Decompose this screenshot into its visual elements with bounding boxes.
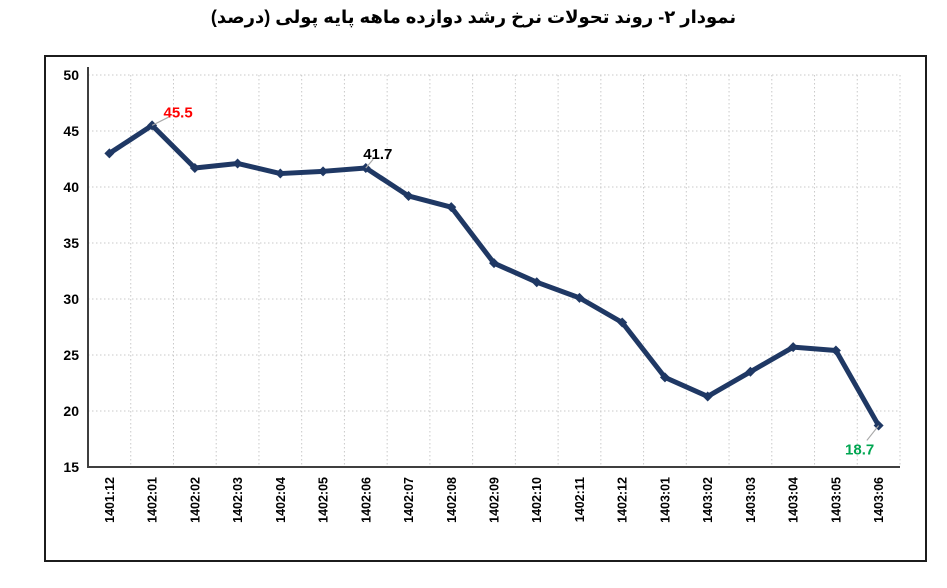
series-line — [106, 122, 882, 429]
line-chart: 45.5 41.7 18.7 15 20 25 30 35 40 45 50 1401:12 1402:… — [63, 67, 901, 523]
x-tick-label: 1402:04 — [274, 477, 288, 523]
y-tick-label: 15 — [63, 459, 79, 475]
annotation-leader-line — [365, 158, 374, 169]
y-tick-label: 30 — [63, 291, 79, 307]
annotation-label: 41.7 — [363, 146, 392, 163]
x-tick-label: 1402:09 — [488, 477, 502, 523]
data-point-marker — [232, 158, 243, 169]
x-tick-label: 1403:02 — [701, 477, 715, 523]
x-tick-label: 1403:01 — [658, 477, 672, 523]
annotation-label: 45.5 — [164, 104, 193, 121]
x-tick-label: 1402:01 — [146, 477, 160, 523]
chart-title: نمودار ۲- روند تحولات نرخ رشد دوازده ماه… — [210, 7, 737, 27]
x-tick-label: 1403:06 — [872, 477, 886, 523]
data-point-marker — [446, 202, 457, 213]
x-tick-label: 1402:06 — [359, 477, 373, 523]
x-tick-label: 1402:12 — [616, 477, 630, 523]
data-point-marker — [318, 166, 329, 177]
data-point-marker — [788, 342, 799, 353]
y-tick-label: 50 — [63, 67, 79, 83]
y-tick-label: 35 — [63, 235, 79, 251]
data-point-marker — [489, 258, 499, 269]
x-tick-label: 1402:10 — [530, 477, 544, 523]
y-tick-label: 40 — [63, 179, 79, 195]
chart-frame: 45.5 41.7 18.7 15 20 25 30 35 40 45 50 1401:12 1402:… — [44, 55, 927, 562]
data-point-marker — [531, 277, 542, 288]
x-tick-label: 1403:05 — [829, 477, 843, 523]
x-tick-label: 1402:02 — [188, 477, 202, 523]
x-tick-label: 1402:07 — [402, 477, 416, 523]
x-tick-label: 1403:03 — [744, 477, 758, 523]
data-point-marker — [617, 317, 628, 328]
x-tick-label: 1403:04 — [787, 477, 801, 523]
data-point-marker — [659, 372, 670, 383]
x-tick-label: 1402:08 — [445, 477, 459, 523]
data-point-marker — [189, 162, 200, 173]
data-point-marker — [745, 366, 756, 377]
data-point-marker — [574, 292, 585, 303]
data-point-marker — [702, 391, 713, 402]
data-point-marker — [147, 120, 158, 131]
x-tick-label: 1402:03 — [231, 477, 245, 523]
x-tick-label: 1402:05 — [317, 477, 331, 523]
y-tick-label: 25 — [63, 347, 79, 363]
data-point-marker — [403, 190, 414, 201]
annotation-leader-line — [866, 425, 880, 441]
annotation-leader-line — [151, 116, 169, 126]
annotation-label: 18.7 — [845, 442, 874, 459]
x-tick-label: 1401:12 — [103, 477, 117, 523]
data-point-marker — [275, 168, 286, 179]
data-point-marker — [830, 345, 841, 356]
data-point-marker — [104, 148, 115, 159]
y-tick-label: 45 — [63, 123, 79, 139]
y-tick-label: 20 — [63, 403, 79, 419]
x-tick-label: 1402:11 — [573, 477, 587, 522]
